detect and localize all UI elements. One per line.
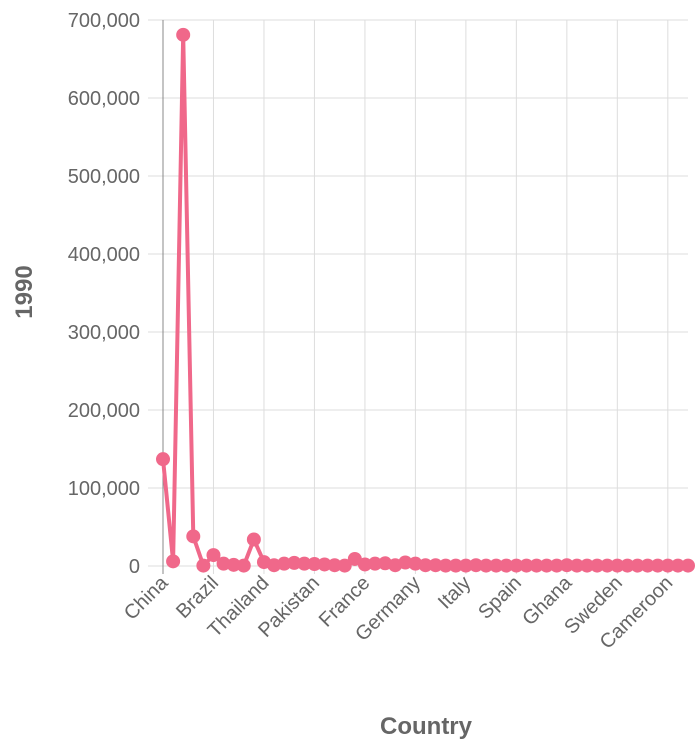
y-tick-label: 100,000 bbox=[68, 478, 140, 500]
data-point bbox=[226, 557, 241, 572]
data-points bbox=[156, 27, 695, 573]
x-tick-label: China bbox=[120, 571, 173, 624]
data-point bbox=[499, 558, 514, 573]
data-point bbox=[186, 529, 201, 544]
data-point bbox=[489, 558, 504, 573]
data-point bbox=[368, 556, 383, 571]
data-point bbox=[620, 558, 635, 573]
data-point bbox=[519, 558, 534, 573]
y-tick-label: 0 bbox=[129, 556, 140, 578]
data-point bbox=[287, 555, 302, 570]
data-point bbox=[580, 558, 595, 573]
data-point bbox=[640, 558, 655, 573]
data-point bbox=[357, 557, 372, 572]
data-point bbox=[236, 558, 251, 573]
data-point bbox=[246, 532, 261, 547]
data-point bbox=[468, 558, 483, 573]
y-tick-label: 700,000 bbox=[68, 10, 140, 32]
data-point bbox=[630, 558, 645, 573]
data-point bbox=[448, 558, 463, 573]
data-point bbox=[428, 558, 443, 573]
x-axis-title: Country bbox=[380, 713, 473, 740]
data-point bbox=[418, 558, 433, 573]
data-point bbox=[166, 554, 181, 569]
data-point bbox=[458, 558, 473, 573]
y-tick-label: 500,000 bbox=[68, 166, 140, 188]
data-point bbox=[307, 557, 322, 572]
data-point bbox=[559, 558, 574, 573]
x-gridlines bbox=[162, 20, 669, 574]
data-point bbox=[610, 558, 625, 573]
x-tick-labels: China BrazilThailandPakistanFranceGermany… bbox=[120, 571, 677, 653]
data-point bbox=[670, 558, 685, 573]
y-tick-labels: 0 100,000 200,000 300,000 400,000 500,000 600,… bbox=[68, 10, 140, 578]
data-point bbox=[297, 556, 312, 571]
data-point bbox=[438, 558, 453, 573]
data-point bbox=[277, 556, 292, 571]
data-point bbox=[590, 558, 605, 573]
data-point bbox=[479, 558, 494, 573]
y-gridlines bbox=[148, 19, 688, 567]
data-point bbox=[660, 558, 675, 573]
y-tick-label: 600,000 bbox=[68, 88, 140, 110]
data-point bbox=[529, 558, 544, 573]
y-axis-title: 1990 bbox=[11, 265, 38, 318]
x-tick-label: Italy bbox=[434, 572, 475, 613]
data-point bbox=[156, 452, 170, 467]
data-point bbox=[196, 558, 211, 573]
data-point bbox=[176, 27, 191, 42]
data-point bbox=[569, 558, 584, 573]
y-tick-label: 400,000 bbox=[68, 244, 140, 266]
series-line-1990 bbox=[161, 32, 688, 568]
data-point bbox=[327, 558, 342, 573]
y-tick-label: 200,000 bbox=[68, 400, 140, 422]
data-point bbox=[681, 558, 695, 573]
data-point bbox=[317, 557, 332, 572]
data-point bbox=[549, 558, 564, 573]
data-point bbox=[509, 558, 524, 573]
x-tick-label: Spain bbox=[474, 572, 526, 624]
data-point bbox=[600, 558, 615, 573]
data-point bbox=[650, 558, 665, 573]
data-point bbox=[206, 548, 221, 563]
data-point bbox=[337, 558, 352, 573]
y-tick-label: 300,000 bbox=[68, 322, 140, 344]
data-point bbox=[539, 558, 554, 573]
